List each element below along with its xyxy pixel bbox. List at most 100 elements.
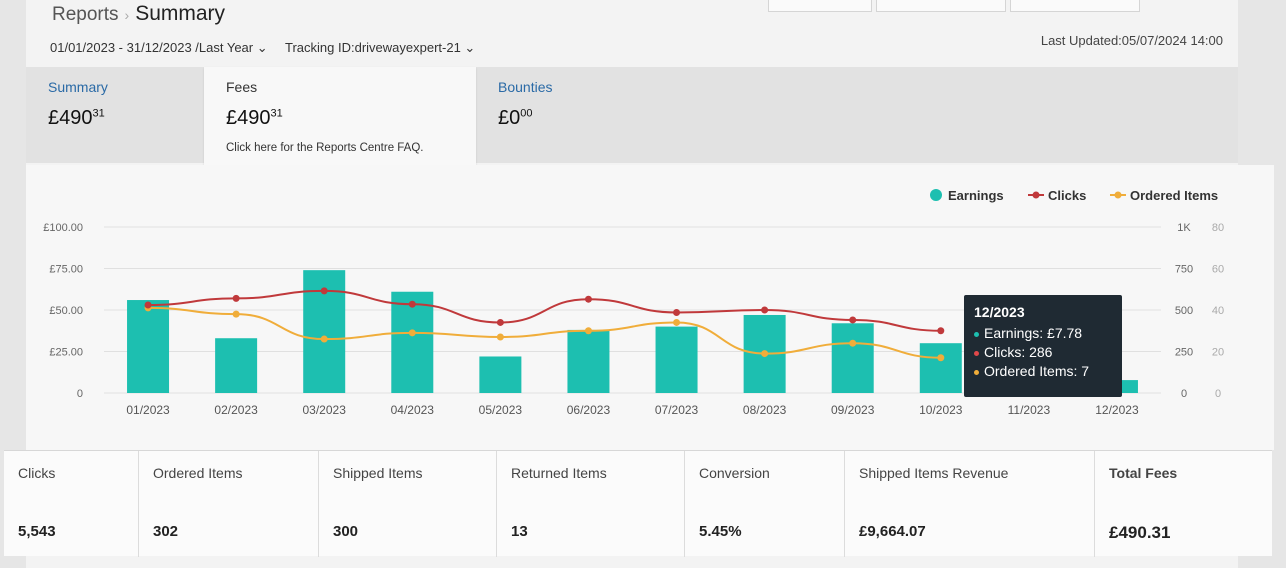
clicks-point (937, 327, 945, 335)
tooltip-earnings-row: Earnings: £7.78 (974, 325, 1112, 341)
y-right-items-tick-label: 40 (1212, 305, 1224, 317)
x-tick-label: 07/2023 (655, 403, 699, 417)
tab-summary-amount-pence: 31 (92, 107, 105, 120)
x-tick-label: 12/2023 (1095, 403, 1139, 417)
y-right-items-tick-label: 0 (1215, 388, 1221, 400)
clicks-point (320, 287, 328, 295)
metric-label: Total Fees (1109, 465, 1178, 481)
y-left-tick-label: £75.00 (49, 264, 83, 276)
earnings-bar (655, 326, 698, 393)
breadcrumb-reports-link[interactable]: Reports (52, 4, 119, 25)
y-right-clicks-tick-label: 0 (1181, 388, 1187, 400)
tooltip-ordered: Ordered Items: 7 (984, 363, 1090, 379)
clicks-point (144, 301, 152, 309)
tab-summary[interactable]: Summary £49031 (26, 67, 204, 163)
metric-label: Conversion (699, 465, 770, 481)
tab-fees-amount-main: £490 (226, 107, 271, 129)
metric-value: 13 (511, 523, 528, 540)
tab-summary-amount-main: £490 (48, 107, 93, 129)
earnings-dot-icon (974, 331, 979, 337)
ordered-items-point (232, 310, 240, 318)
x-tick-label: 06/2023 (567, 403, 611, 417)
ordered-items-point (496, 333, 504, 341)
metric-label: Shipped Items (333, 465, 423, 481)
metric-label: Shipped Items Revenue (859, 465, 1009, 481)
filter-bar: 01/01/2023 - 31/12/2023 /Last Year ⌄ Tra… (50, 40, 489, 56)
clicks-point (761, 306, 769, 314)
y-right-items-tick-label: 20 (1212, 347, 1224, 359)
x-tick-label: 10/2023 (919, 403, 963, 417)
metric-label: Returned Items (511, 465, 607, 481)
metric-value: 300 (333, 523, 359, 540)
y-right-items-tick-label: 60 (1212, 264, 1224, 276)
breadcrumb: Reports › Summary (52, 2, 225, 26)
tooltip-clicks-row: Clicks: 286 (974, 344, 1112, 360)
y-left-tick-label: £25.00 (49, 347, 83, 359)
x-tick-label: 03/2023 (303, 403, 347, 417)
ordered-items-point (673, 318, 681, 326)
tab-summary-label: Summary (48, 79, 108, 95)
earnings-bar (831, 323, 874, 393)
x-tick-label: 05/2023 (479, 403, 523, 417)
metric-value: £9,664.07 (859, 523, 926, 540)
toolbar-button[interactable] (1010, 0, 1140, 12)
tab-bounties[interactable]: Bounties £000 (476, 67, 676, 163)
metric-total-fees: Total Fees £490.31 (1095, 451, 1272, 557)
metric-shipped-items: Shipped Items 300 (319, 451, 497, 557)
y-right-clicks-tick-label: 500 (1175, 305, 1193, 317)
metric-shipped-revenue: Shipped Items Revenue £9,664.07 (845, 451, 1095, 557)
metric-label: Clicks (18, 465, 56, 481)
tracking-id-dropdown[interactable]: Tracking ID:drivewayexpert-21 ⌄ (285, 40, 476, 55)
earnings-bar (391, 291, 434, 393)
metric-conversion: Conversion 5.45% (685, 451, 845, 557)
y-left-tick-label: £50.00 (49, 305, 83, 317)
ordered-items-point (937, 354, 945, 362)
y-right-clicks-tick-label: 250 (1175, 347, 1193, 359)
y-left-tick-label: £100.00 (43, 222, 83, 234)
x-tick-label: 04/2023 (391, 403, 435, 417)
earnings-bar (919, 343, 962, 393)
x-tick-label: 08/2023 (743, 403, 787, 417)
payment-history-button[interactable] (876, 0, 1006, 12)
earnings-chart: £100.00 £75.00 £50.00 £25.00 0 1K 750 500 250 0 80… (43, 188, 1224, 417)
fee-schedule-button[interactable] (768, 0, 872, 12)
chart-tooltip: 12/2023 Earnings: £7.78 Clicks: 286 Orde… (964, 295, 1122, 397)
y-right-items-tick-label: 80 (1212, 222, 1224, 234)
ordered-items-point (849, 339, 857, 347)
ordered-dot-icon (974, 369, 979, 375)
clicks-point (496, 318, 504, 326)
metric-value: 5.45% (699, 523, 742, 540)
tab-bounties-label: Bounties (498, 79, 553, 95)
date-range-dropdown[interactable]: 01/01/2023 - 31/12/2023 /Last Year ⌄ (50, 40, 268, 55)
metric-value: 5,543 (18, 523, 56, 540)
metric-value: 302 (153, 523, 179, 540)
earnings-bar (567, 329, 610, 393)
tab-fees-label: Fees (226, 79, 258, 95)
clicks-point (673, 308, 681, 316)
legend-label: Ordered Items (1130, 188, 1218, 203)
earnings-bar (215, 338, 258, 393)
clicks-point (408, 300, 416, 308)
tab-bounties-amount: £000 (498, 107, 654, 130)
x-tick-label: 01/2023 (126, 403, 170, 417)
tooltip-title: 12/2023 (974, 304, 1025, 320)
y-right-clicks-tick-label: 750 (1175, 264, 1193, 276)
tooltip-ordered-row: Ordered Items: 7 (974, 363, 1112, 379)
metric-label: Ordered Items (153, 465, 243, 481)
page-title: Summary (135, 2, 226, 25)
legend-point-marker (1032, 191, 1040, 199)
clicks-dot-icon (974, 350, 979, 356)
clicks-point (232, 294, 240, 302)
ordered-items-line (148, 306, 941, 359)
clicks-point (849, 316, 857, 324)
tab-fees[interactable]: Fees £49031 Click here for the Reports C… (204, 67, 476, 169)
ordered-items-point (408, 329, 416, 337)
metric-ordered-items: Ordered Items 302 (139, 451, 319, 557)
faq-link[interactable]: Click here for the Reports Centre FAQ. (226, 142, 424, 154)
clicks-line (148, 289, 941, 332)
legend-label: Clicks (1048, 188, 1086, 203)
tab-bounties-amount-pence: 00 (520, 107, 533, 120)
x-tick-label: 09/2023 (831, 403, 875, 417)
metric-clicks: Clicks 5,543 (4, 451, 139, 557)
tab-fees-amount-pence: 31 (270, 107, 283, 120)
